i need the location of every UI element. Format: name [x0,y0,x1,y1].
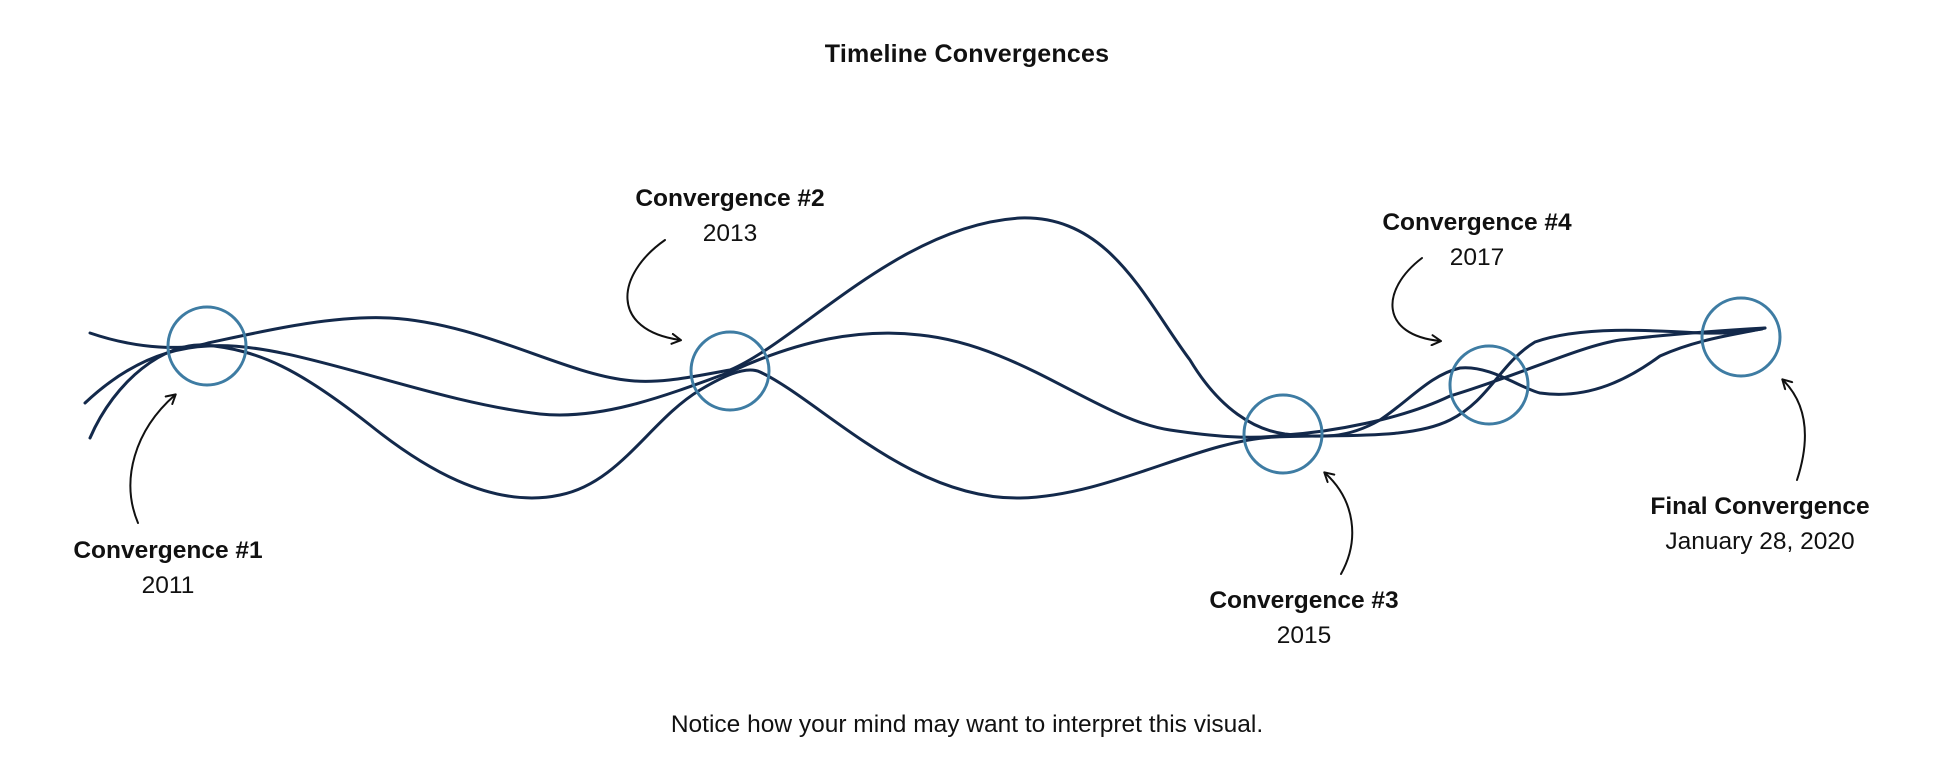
convergence-4-name: Convergence #4 [1382,209,1572,236]
timeline-line-3 [88,327,1764,500]
arrow-convergence-4 [1391,257,1442,347]
convergence-circles [166,296,1782,475]
convergence-2-date: 2013 [702,220,758,247]
convergence-circle-final [1700,296,1782,378]
convergence-1-name: Convergence #1 [73,537,263,564]
arrow-convergence-2 [626,239,682,345]
arrow-convergence-1 [129,393,177,524]
callout-arrows [129,239,1806,575]
convergence-label-4: Convergence #4 2017 [1377,206,1577,276]
arrow-convergence-final [1781,378,1806,481]
convergence-3-name: Convergence #3 [1209,587,1399,614]
arrow-convergence-3 [1323,471,1354,575]
convergence-2-name: Convergence #2 [635,185,825,212]
convergence-3-date: 2015 [1276,622,1332,649]
final-convergence-date: January 28, 2020 [1665,528,1855,555]
footnote: Notice how your mind may want to interpr… [670,711,1264,738]
convergence-4-date: 2017 [1449,244,1505,271]
diagram-title: Timeline Convergences [824,40,1110,68]
convergence-label-1: Convergence #1 2011 [68,534,268,604]
convergence-circle-1 [166,305,248,387]
convergence-label-2: Convergence #2 2013 [630,182,830,252]
final-convergence-name: Final Convergence [1650,493,1870,520]
convergence-circle-4 [1448,344,1530,426]
convergence-label-3: Convergence #3 2015 [1204,584,1404,654]
convergence-label-final: Final Convergence January 28, 2020 [1630,490,1890,560]
convergence-circle-2 [689,330,771,412]
convergence-circle-3 [1242,393,1324,475]
convergence-1-date: 2011 [141,572,195,599]
